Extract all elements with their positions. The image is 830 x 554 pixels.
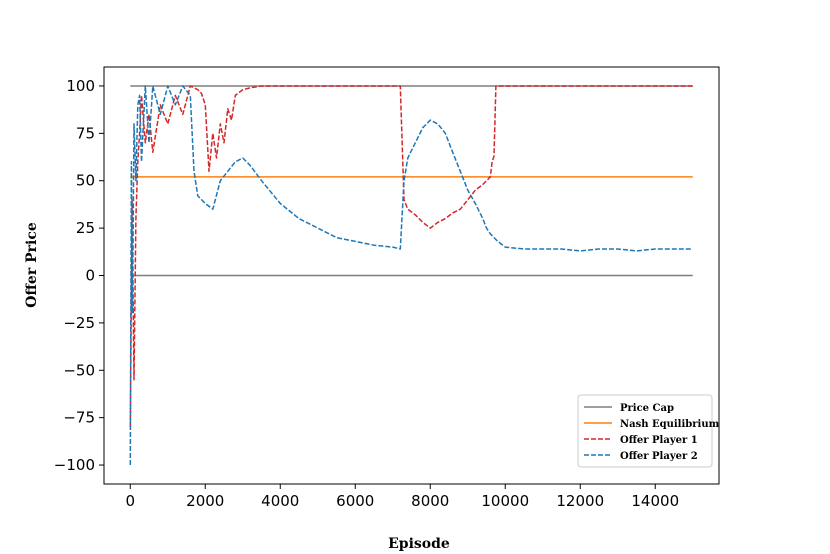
y-tick-label: −100 (54, 456, 95, 474)
x-tick-label: 8000 (411, 492, 449, 510)
x-axis: 0 2000 4000 6000 8000 10000 12000 14000 (125, 484, 679, 510)
x-axis-title: Episode (388, 536, 450, 552)
series-layer (129, 85, 693, 466)
legend-label: Nash Equilibrium (620, 419, 720, 430)
series-line-offer-player-2 (129, 85, 693, 466)
x-tick-label: 0 (125, 492, 135, 510)
y-tick-label: 25 (76, 219, 95, 237)
y-tick-label: 50 (76, 172, 95, 190)
series-line-offer-player-1 (129, 85, 693, 428)
x-tick-label: 14000 (631, 492, 679, 510)
legend-label: Price Cap (620, 403, 674, 414)
y-tick-label: −75 (63, 409, 95, 427)
y-tick-label: 0 (85, 267, 95, 285)
legend-label: Offer Player 2 (620, 451, 698, 462)
legend-box (577, 394, 713, 468)
x-tick-label: 4000 (261, 492, 299, 510)
x-tick-label: 2000 (186, 492, 224, 510)
y-tick-label: 75 (76, 124, 95, 142)
legend-label: Offer Player 1 (620, 435, 698, 446)
y-tick-label: −50 (63, 361, 95, 379)
y-tick-label: −25 (63, 314, 95, 332)
x-tick-label: 12000 (556, 492, 604, 510)
x-tick-label: 6000 (336, 492, 374, 510)
y-axis: 100 75 50 25 0 −25 −50 −75 −100 (54, 77, 104, 474)
legend: Price Cap Nash Equilibrium Offer Player 1 O… (577, 394, 720, 468)
y-axis-title: Offer Price (24, 222, 40, 308)
x-tick-label: 10000 (481, 492, 529, 510)
y-tick-label: 100 (66, 77, 95, 95)
